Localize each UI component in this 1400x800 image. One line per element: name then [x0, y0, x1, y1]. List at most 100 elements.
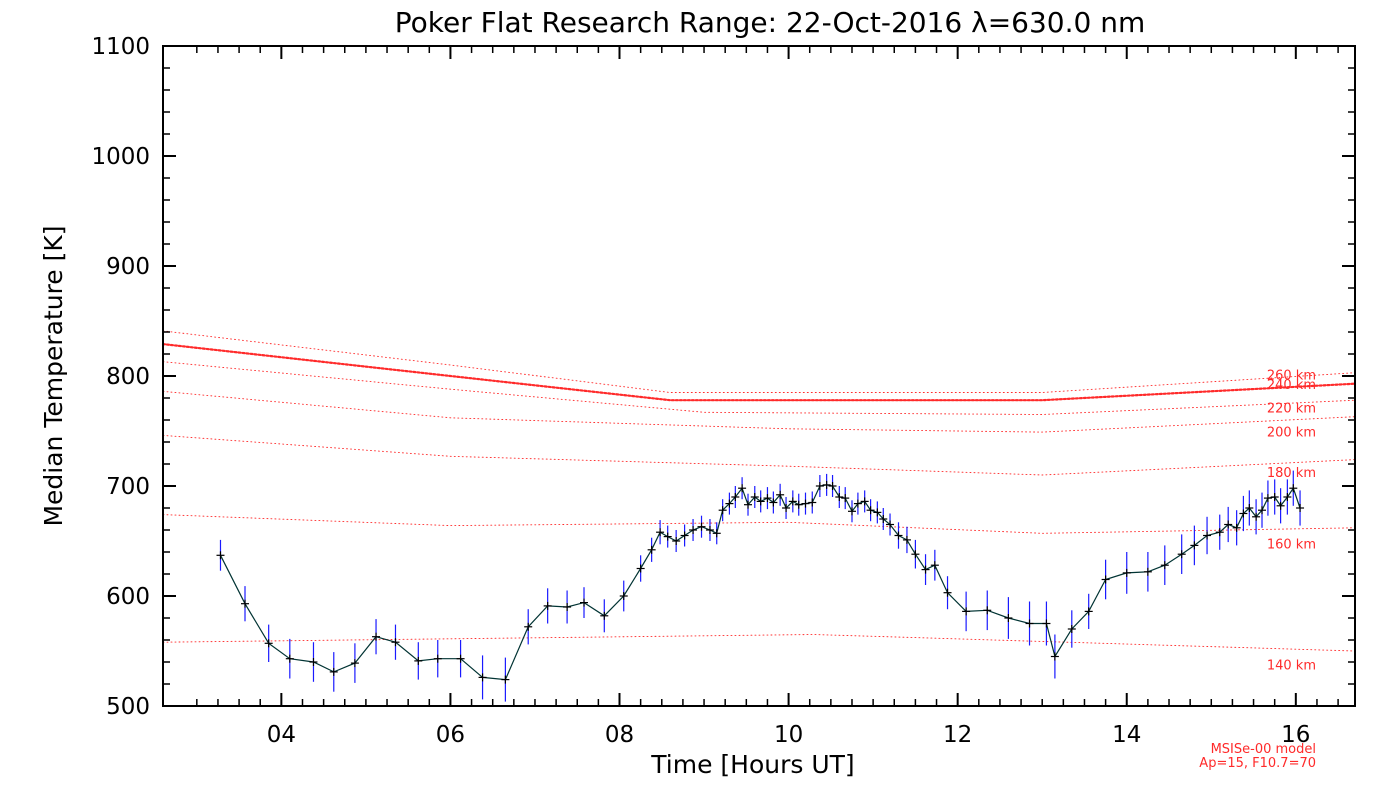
data-point	[478, 673, 487, 682]
model-curve-200km	[162, 390, 1356, 433]
model-curve-140km	[162, 634, 1356, 652]
data-point	[1143, 567, 1152, 576]
data-point	[750, 493, 759, 501]
data-point	[744, 500, 753, 509]
data-point	[1190, 541, 1199, 550]
x-tick-label: 08	[605, 722, 634, 748]
x-tick-label: 12	[943, 722, 972, 748]
model-label-240km: 240 km	[1267, 378, 1316, 393]
model-label-260km: 260 km	[1267, 368, 1316, 383]
data-point	[309, 658, 318, 666]
data-point	[808, 498, 817, 507]
data-point	[794, 500, 803, 509]
data-point	[983, 606, 992, 615]
data-point	[1050, 652, 1059, 661]
y-tick-label: 800	[106, 364, 150, 390]
data-point	[930, 561, 939, 570]
y-tick-labels: 500 600 700 800 900 1000 1100	[91, 34, 150, 720]
data-point	[1122, 568, 1131, 577]
data-point	[414, 656, 423, 665]
data-point	[1177, 550, 1186, 559]
data-point	[853, 499, 862, 508]
x-tick-label: 06	[436, 722, 465, 748]
data-point	[725, 499, 734, 508]
data-point	[894, 531, 903, 540]
data-point	[902, 535, 911, 544]
data-point	[563, 603, 572, 611]
y-tick-label: 900	[106, 254, 150, 280]
data-point	[1160, 561, 1169, 570]
chart-title: Poker Flat Research Range: 22-Oct-2016 λ…	[395, 6, 1146, 39]
data-point	[1042, 619, 1051, 628]
data-point	[1270, 493, 1279, 501]
data-point	[782, 504, 791, 512]
data-point	[285, 654, 294, 663]
data-point	[756, 497, 765, 506]
data-point	[329, 667, 338, 676]
data-point	[636, 564, 645, 573]
data-point	[943, 588, 952, 597]
y-tick-label: 1000	[91, 144, 150, 170]
data-point	[1067, 625, 1076, 633]
data-point	[1203, 531, 1212, 540]
y-tick-label: 600	[106, 584, 150, 610]
data-point	[801, 499, 810, 508]
data-point	[391, 638, 400, 647]
data-point	[580, 598, 589, 607]
model-curve-240km	[161, 343, 1357, 402]
data-point	[879, 515, 888, 523]
model-curve-180km	[162, 434, 1356, 476]
data-point	[1283, 493, 1292, 501]
data-point	[1084, 607, 1093, 616]
model-label-180km: 180 km	[1267, 466, 1316, 481]
data-point	[911, 550, 920, 559]
data-point	[828, 482, 837, 490]
data-point	[1215, 528, 1224, 537]
model-curve-160km	[162, 514, 1356, 534]
data-point	[216, 551, 225, 560]
model-curves	[161, 330, 1357, 652]
data-point	[1025, 619, 1034, 628]
data-markers	[216, 480, 1305, 684]
data-point	[433, 654, 442, 663]
data-point	[835, 493, 844, 501]
model-label-140km: 140 km	[1267, 659, 1316, 674]
data-point	[718, 506, 727, 515]
model-label-200km: 200 km	[1267, 426, 1316, 441]
data-point	[524, 622, 533, 631]
data-point	[1296, 504, 1305, 512]
data-point	[672, 537, 681, 545]
data-point	[1289, 484, 1298, 493]
measured-temperature-line	[219, 484, 1301, 681]
data-point	[680, 531, 689, 540]
data-point	[822, 480, 831, 489]
data-point	[886, 520, 895, 529]
model-curve-260km	[162, 330, 1356, 393]
data-point	[1224, 520, 1233, 529]
x-tick-labels: 04 06 08 10 12 14 16	[267, 722, 1311, 748]
y-tick-label: 1100	[91, 34, 150, 60]
data-point	[619, 592, 628, 600]
data-point	[921, 565, 930, 574]
data-point	[689, 526, 698, 534]
data-point	[962, 607, 971, 616]
model-label-220km: 220 km	[1267, 401, 1316, 416]
x-tick-label: 04	[267, 722, 296, 748]
data-point	[1252, 512, 1261, 521]
data-point	[350, 659, 359, 668]
data-point	[1239, 509, 1248, 518]
data-point	[600, 611, 609, 620]
data-point	[1101, 575, 1110, 584]
data-point	[372, 632, 381, 641]
plot-frame	[162, 45, 1356, 707]
data-point	[1232, 523, 1241, 532]
axis-ticks	[163, 45, 1355, 707]
data-point	[1004, 614, 1013, 622]
data-point	[456, 654, 465, 663]
model-annotation-line-2: Ap=15, F10.7=70	[1199, 756, 1316, 771]
x-axis-title: Time [Hours UT]	[650, 750, 854, 779]
data-point	[1245, 504, 1254, 512]
data-point	[705, 526, 714, 534]
